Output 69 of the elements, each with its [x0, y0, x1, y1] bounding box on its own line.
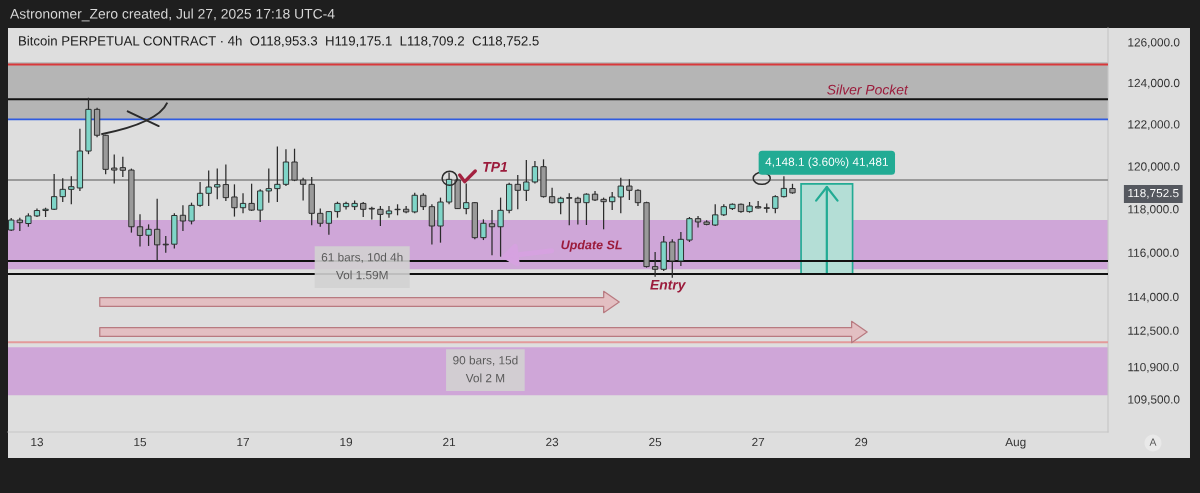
text: Astronomer_Zero created, Jul 27, 2025 17:18 UTC-4: [10, 8, 335, 22]
candlestick: [754, 200, 762, 210]
annotation: 61 bars, 10d 4h Vol 1.59M: [321, 252, 403, 280]
band-label: Silver Pocket: [827, 84, 909, 95]
candlestick: [772, 194, 779, 214]
x-tick-label: Aug: [1005, 437, 1026, 449]
candlestick: [686, 216, 693, 243]
x-tick-label: 15: [134, 437, 147, 447]
candlestick: [437, 196, 444, 244]
x-tick-label: 25: [649, 437, 662, 447]
y-tick-label: 110,900.0: [1128, 362, 1179, 373]
candlestick: [317, 207, 324, 228]
candlestick: [136, 213, 144, 248]
y-tick-label: 120,000.0: [1128, 162, 1180, 173]
x-tick-label: 13: [31, 437, 44, 447]
x-tick-label: 19: [340, 437, 353, 447]
candlestick: [214, 167, 221, 200]
candlestick: [239, 192, 247, 214]
candlestick: [480, 218, 487, 241]
x-tick-label: 21: [443, 437, 456, 447]
candlestick: [145, 223, 152, 247]
y-tick-label: 118,000.0: [1128, 205, 1179, 215]
annotation: TP1: [483, 162, 507, 172]
candlestick: [669, 238, 676, 279]
candlestick: [282, 148, 290, 187]
y-tick-label: 118,752.5: [1128, 188, 1179, 199]
candlestick: [583, 192, 590, 226]
candlestick: [463, 182, 470, 215]
x-tick-label: 17: [237, 437, 249, 447]
candlestick: [50, 173, 58, 211]
annotation: 4,148.1 (3.60%) 41,481: [765, 157, 888, 169]
y-tick-label: 124,000.0: [1128, 78, 1180, 89]
x-tick-label: 27: [752, 437, 765, 447]
annotation: 90 bars, 15d Vol 2 M: [453, 355, 518, 383]
x-tick-label: 23: [546, 437, 559, 447]
candlestick: [154, 198, 161, 261]
candlestick: [428, 203, 436, 246]
candlestick: [600, 196, 607, 230]
y-tick-label: 126,000.0: [1128, 38, 1180, 48]
y-tick-label: 114,000.0: [1128, 292, 1179, 303]
candlestick: [119, 156, 126, 178]
candlestick: [205, 169, 212, 207]
candlestick: [566, 192, 573, 226]
x-tick-label: 29: [855, 437, 868, 447]
candlestick: [574, 196, 582, 226]
candlestick: [488, 209, 496, 256]
candlestick: [677, 231, 685, 267]
candlestick: [497, 196, 504, 258]
candlestick: [274, 145, 281, 203]
y-tick-label: 112,500.0: [1128, 326, 1179, 337]
candlestick: [385, 205, 393, 219]
candlestick: [651, 251, 659, 278]
candlestick: [68, 175, 75, 205]
candlestick: [196, 181, 204, 208]
annotation: Update SL: [561, 240, 622, 252]
candlestick: [231, 183, 238, 218]
text: Bitcoin PERPETUAL CONTRACT · 4h O118,953.3 H119,175.1 L118,709.2 C118,752.5: [19, 35, 539, 48]
candlestick: [179, 204, 187, 232]
candlestick: [780, 175, 788, 199]
y-tick-label: 122,000.0: [1128, 120, 1180, 130]
annotation: Entry: [650, 279, 687, 293]
candlestick: [59, 177, 66, 203]
candlestick: [248, 183, 255, 212]
y-tick-label: 116,000.0: [1128, 248, 1179, 259]
text: A: [1149, 438, 1157, 446]
y-tick-label: 109,500.0: [1128, 395, 1180, 406]
candlestick: [523, 159, 530, 202]
candlestick: [188, 202, 195, 226]
candlestick: [377, 205, 384, 227]
